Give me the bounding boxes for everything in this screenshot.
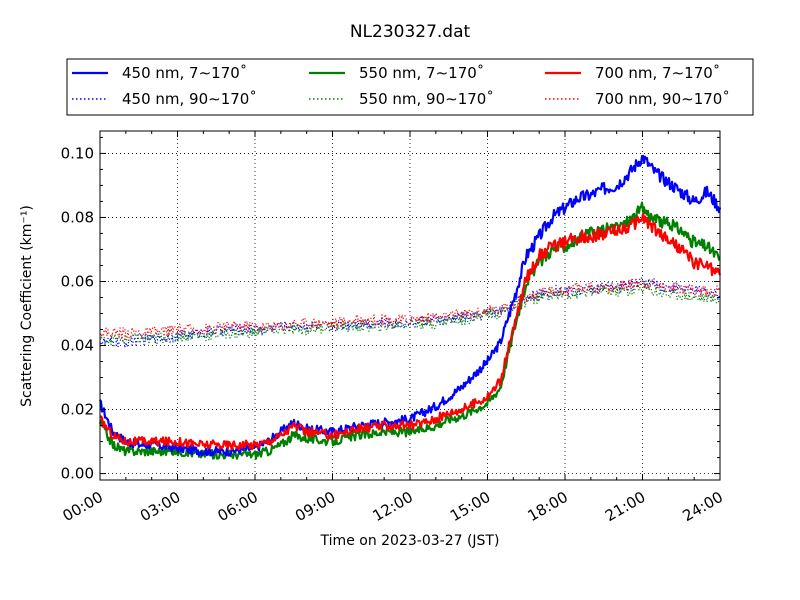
series-line (99, 212, 722, 451)
y-axis-label: Scattering Coefficient (km⁻¹) (19, 205, 35, 407)
series-line (99, 282, 721, 346)
y-tick-label: 0.00 (61, 465, 94, 483)
y-tick-label: 0.06 (61, 272, 94, 290)
plot-frame (99, 130, 721, 481)
legend: 450 nm, 7∼170˚ 450 nm, 90∼170˚ 550 nm, 7∼1… (66, 58, 754, 116)
series-layer (98, 154, 722, 460)
legend-label: 700 nm, 7∼170˚ (595, 64, 720, 82)
y-tick-label: 0.02 (61, 401, 94, 419)
legend-label: 450 nm, 90∼170˚ (122, 90, 257, 108)
y-tick-label: 0.10 (61, 144, 94, 162)
chart-title: NL230327.dat (350, 22, 471, 42)
legend-label: 700 nm, 90∼170˚ (595, 90, 730, 108)
x-axis-label: Time on 2023-03-27 (JST) (320, 533, 500, 549)
grid-lines (100, 131, 720, 480)
legend-label: 550 nm, 90∼170˚ (359, 90, 494, 108)
legend-label: 550 nm, 7∼170˚ (359, 64, 484, 82)
y-tick-label: 0.08 (61, 208, 94, 226)
legend-label: 450 nm, 7∼170˚ (122, 64, 247, 82)
y-tick-label: 0.04 (61, 337, 94, 355)
series-line (99, 154, 722, 457)
legend-box (66, 58, 754, 116)
